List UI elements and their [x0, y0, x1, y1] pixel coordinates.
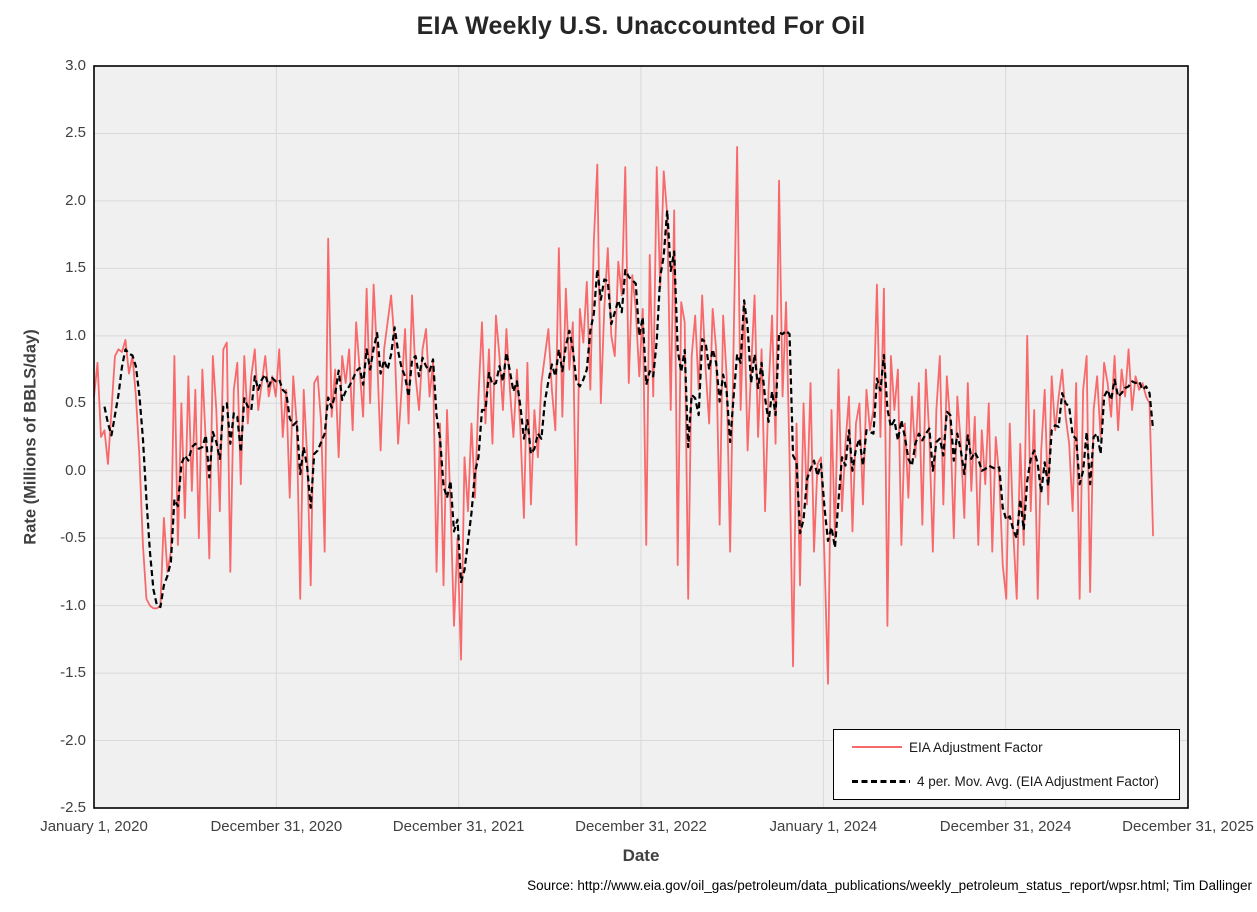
x-tick-label: January 1, 2024	[769, 818, 878, 835]
y-tick-label: 1.5	[65, 259, 86, 277]
legend: EIA Adjustment Factor 4 per. Mov. Avg. (…	[833, 729, 1180, 800]
legend-entry-adjustment-factor: EIA Adjustment Factor	[834, 731, 1179, 763]
y-tick-label: 2.0	[65, 191, 86, 209]
plot-border	[93, 65, 1189, 809]
legend-label-moving-average: 4 per. Mov. Avg. (EIA Adjustment Factor)	[917, 774, 1159, 790]
y-tick-label: 3.0	[65, 57, 86, 74]
legend-entry-moving-average: 4 per. Mov. Avg. (EIA Adjustment Factor)	[834, 766, 1179, 798]
source-note: Source: http://www.eia.gov/oil_gas/petro…	[527, 878, 1252, 893]
y-tick-label: -1.0	[60, 596, 86, 614]
y-tick-label: -0.5	[60, 529, 86, 547]
x-tick-label: December 31, 2022	[575, 818, 707, 835]
plot-area	[93, 65, 1189, 809]
y-tick-label: 0.5	[65, 394, 86, 412]
y-axis-title: Rate (Millions of BBLS/day)	[21, 329, 40, 545]
series-line-eia-adjustment-factor	[93, 146, 1154, 685]
x-tick-label: January 1, 2020	[40, 818, 148, 835]
y-tick-label: 0.0	[65, 461, 86, 479]
legend-line-sample-solid	[852, 746, 902, 749]
x-tick-label: December 31, 2020	[210, 818, 343, 835]
series-line-moving-average	[103, 209, 1155, 609]
legend-label-adjustment-factor: EIA Adjustment Factor	[909, 739, 1043, 755]
y-tick-label: 1.0	[65, 326, 86, 344]
x-tick-label: December 31, 2021	[392, 818, 525, 835]
y-tick-label: -2.0	[60, 731, 86, 749]
y-tick-label: 2.5	[65, 124, 86, 142]
y-tick-label: -2.5	[60, 799, 86, 816]
x-tick-label: December 31, 2024	[939, 818, 1072, 835]
x-tick-label: December 31, 2025	[1122, 818, 1254, 835]
x-axis-title: Date	[622, 846, 660, 865]
chart-title: EIA Weekly U.S. Unaccounted For Oil	[416, 12, 866, 40]
legend-line-sample-dashed	[852, 780, 910, 784]
y-tick-label: -1.5	[60, 664, 86, 682]
